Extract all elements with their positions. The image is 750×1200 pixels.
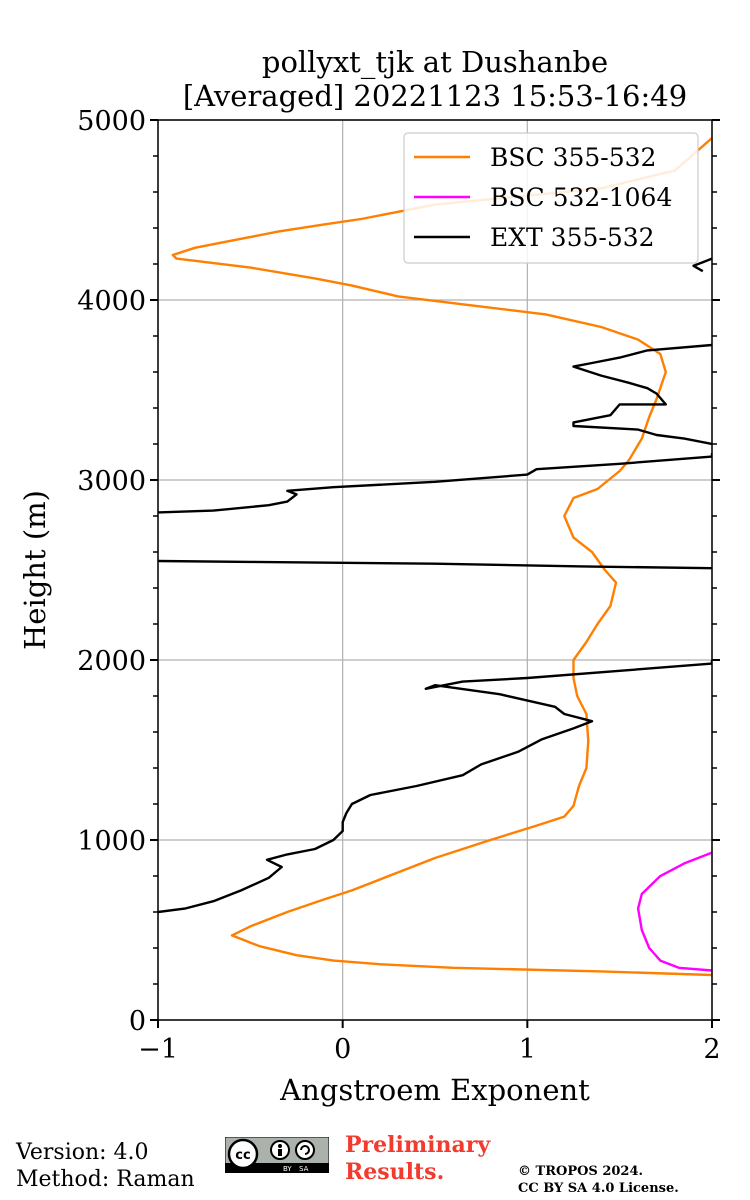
chart-title-line2: [Averaged] 20221123 15:53-16:49	[183, 79, 687, 113]
x-tick-label: 2	[703, 1034, 720, 1065]
y-tick-label: 4000	[77, 286, 146, 317]
x-tick-label: 1	[519, 1034, 536, 1065]
y-tick-label: 2000	[77, 646, 146, 677]
series-line	[572, 343, 712, 446]
series-line	[158, 660, 712, 914]
series-line	[158, 559, 712, 570]
series-line	[692, 257, 712, 273]
y-tick-label: 0	[129, 1006, 146, 1037]
chart-title-line1: pollyxt_tjk at Dushanbe	[262, 45, 608, 80]
legend-label: BSC 532-1064	[490, 183, 672, 212]
y-tick-label: 3000	[77, 466, 146, 497]
legend: BSC 355-532 BSC 532-1064 EXT 355-532	[403, 132, 699, 264]
legend-label: EXT 355-532	[490, 223, 655, 252]
series-layer	[158, 137, 712, 977]
preliminary-text-line2: Results.	[345, 1159, 445, 1185]
svg-text:BY: BY	[283, 1165, 292, 1173]
y-axis-label: Height (m)	[18, 490, 52, 650]
x-tick-label: −1	[138, 1034, 178, 1065]
plot-frame	[157, 119, 713, 1021]
x-axis-label: Angstroem Exponent	[279, 1073, 590, 1107]
cc-by-sa-badge-icon: cc BY SA	[225, 1137, 329, 1173]
y-tick-label: 5000	[77, 106, 146, 137]
method-text: Method: Raman	[16, 1167, 195, 1192]
svg-text:SA: SA	[299, 1165, 309, 1173]
preliminary-text-line1: Preliminary	[345, 1132, 491, 1158]
copyright-line1: © TROPOS 2024.	[518, 1164, 644, 1179]
version-text: Version: 4.0	[16, 1140, 149, 1165]
series-line	[171, 137, 712, 977]
legend-box	[403, 132, 699, 264]
y-tick-label: 1000	[77, 826, 146, 857]
series-line	[158, 453, 712, 514]
svg-text:cc: cc	[235, 1148, 250, 1163]
series-line	[636, 851, 712, 972]
x-tick-label: 0	[334, 1034, 351, 1065]
copyright-line2: CC BY SA 4.0 License.	[518, 1181, 679, 1196]
legend-label: BSC 355-532	[490, 143, 656, 172]
